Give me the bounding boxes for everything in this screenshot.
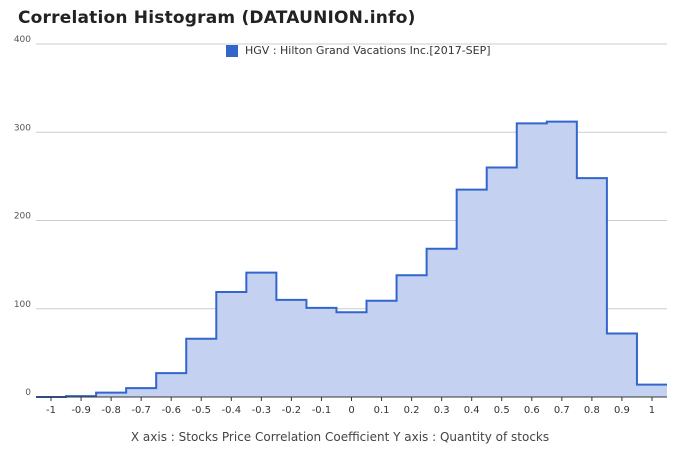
histogram-area: [36, 120, 667, 398]
histogram-bin: [336, 312, 366, 397]
histogram-bin: [607, 333, 637, 397]
x-tick-label: -0.7: [131, 405, 151, 416]
x-tick-label: -0.1: [312, 405, 332, 416]
histogram-bin: [276, 300, 306, 397]
x-tick-label: 0.8: [584, 405, 600, 416]
x-axis: -1 -0.9 -0.8 -0.7 -0.6 -0.5 -0.4 -0.3 -0.2 -0.1 0 0…: [36, 396, 667, 416]
x-tick-label: -0.8: [101, 405, 121, 416]
histogram-bin: [126, 388, 156, 397]
x-tick-label: 0.2: [404, 405, 420, 416]
x-tick-label: 0.5: [494, 405, 510, 416]
x-tick-label: -0.2: [282, 405, 302, 416]
x-tick-label: 0: [348, 405, 354, 416]
y-axis: 0 100 200 300 400: [14, 35, 31, 398]
histogram-bin: [397, 275, 427, 397]
x-tick-label: 0.9: [614, 405, 630, 416]
histogram-bin: [427, 249, 457, 397]
histogram-bin: [487, 168, 517, 397]
y-tick-label: 300: [14, 123, 31, 133]
series-fill: [36, 121, 667, 397]
histogram-bin: [246, 273, 276, 397]
histogram-bin: [457, 190, 487, 397]
y-tick-label: 200: [14, 212, 31, 222]
histogram-bin: [547, 122, 577, 397]
y-tick-label: 100: [14, 300, 31, 310]
x-tick-label: -1: [46, 405, 56, 416]
x-tick-label: 0.4: [464, 405, 480, 416]
x-tick-label: 1: [649, 405, 655, 416]
x-tick-label: 0.6: [524, 405, 540, 416]
x-tick-label: 0.3: [434, 405, 450, 416]
y-tick-label: 0: [25, 388, 31, 398]
legend-swatch: [226, 44, 238, 57]
x-tick-label: -0.5: [192, 405, 212, 416]
chart-title: Correlation Histogram (DATAUNION.info): [18, 8, 416, 28]
histogram-bin: [216, 292, 246, 397]
histogram-bin: [306, 308, 336, 397]
histogram-bin: [186, 339, 216, 397]
legend-label: HGV : Hilton Grand Vacations Inc.[2017-S…: [245, 44, 491, 57]
histogram-bin: [637, 385, 667, 397]
histogram-bin: [156, 373, 186, 397]
series-line: [36, 120, 667, 398]
x-tick-label: -0.6: [161, 405, 181, 416]
x-tick-label: 0.1: [374, 405, 390, 416]
x-tick-label: 0.7: [554, 405, 570, 416]
histogram-bin: [96, 393, 126, 397]
histogram-bin: [367, 301, 397, 397]
x-tick-label: -0.4: [222, 405, 242, 416]
histogram-bin: [577, 178, 607, 397]
y-tick-label: 400: [14, 35, 31, 45]
histogram-bin: [517, 123, 547, 397]
legend[interactable]: HGV : Hilton Grand Vacations Inc.[2017-S…: [226, 44, 491, 57]
axis-caption: X axis : Stocks Price Correlation Coeffi…: [130, 430, 550, 444]
x-tick-label: -0.9: [71, 405, 91, 416]
x-tick-label: -0.3: [252, 405, 272, 416]
